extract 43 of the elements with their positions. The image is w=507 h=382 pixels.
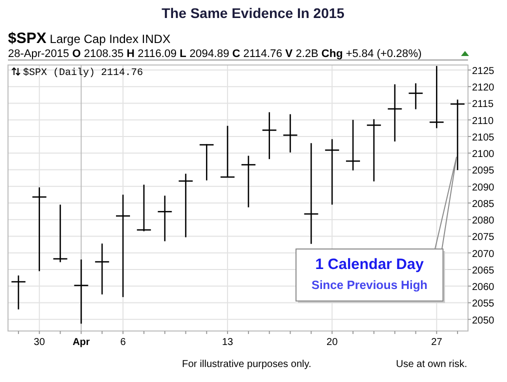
y-tick-label: 2050 (472, 315, 495, 326)
y-tick-label: 2080 (472, 216, 495, 227)
candlestick (241, 155, 256, 208)
candlestick (430, 65, 444, 129)
y-tick-label: 2095 (472, 166, 495, 177)
x-tick-label: 30 (34, 337, 46, 348)
y-tick-label: 2075 (472, 232, 495, 244)
y-tick-label: 2060 (472, 282, 495, 294)
annotation: 1 Calendar Day (315, 256, 424, 273)
candlestick (11, 274, 26, 310)
y-tick-label: 2085 (472, 198, 495, 210)
candlestick (283, 114, 298, 154)
text: 28-Apr-2015 O 2108.35 H 2116.09 L 2094.89 C 2114.76 V 2.2B Chg +5.84 (+0.28%) (8, 48, 422, 60)
y-tick-label: 2105 (472, 132, 495, 144)
candlestick (325, 138, 340, 206)
annotation: Since Previous High (311, 278, 428, 292)
y-tick-label: 2090 (472, 182, 495, 194)
x-tick-label: 27 (431, 337, 443, 348)
candlestick (408, 82, 423, 110)
y-tick-label: 2110 (472, 116, 494, 127)
text: Use at own risk. (396, 359, 468, 370)
x-tick-label: 6 (120, 337, 126, 348)
y-tick-label: 2100 (472, 149, 495, 160)
y-tick-label: 2115 (472, 99, 494, 110)
y-tick-label: 2070 (472, 248, 495, 260)
candlestick (366, 118, 381, 182)
chart-subtitle: $SPX Large Cap Index INDX (8, 30, 170, 47)
x-tick-label: Apr (72, 337, 90, 348)
candlestick (262, 112, 276, 160)
candlestick (53, 204, 68, 263)
y-tick-label: 2120 (472, 82, 495, 94)
y-tick-label: 2055 (472, 298, 495, 310)
y-tick-label: 2065 (472, 265, 495, 276)
candlestick (95, 242, 110, 296)
candlestick (388, 84, 402, 142)
x-tick-label: 20 (326, 337, 338, 348)
text: For illustrative purposes only. (182, 359, 312, 370)
chart-title: The Same Evidence In 2015 (162, 5, 345, 21)
y-tick-label: 2125 (472, 66, 495, 77)
legend-label: $SPX (Daily) 2114.76 (23, 67, 144, 79)
candlestick (158, 195, 172, 242)
x-tick-label: 13 (222, 337, 234, 348)
candlestick (200, 143, 214, 182)
